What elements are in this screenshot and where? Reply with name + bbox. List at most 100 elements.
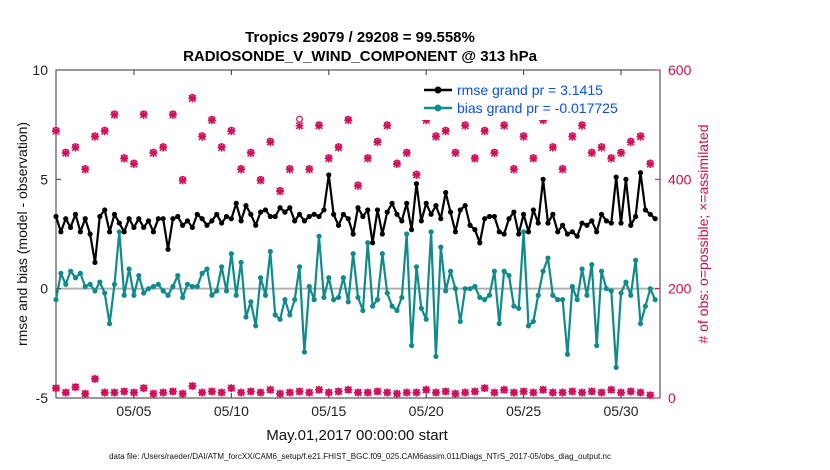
bias-point xyxy=(243,314,249,320)
rmse-point xyxy=(574,233,580,239)
rmse-point xyxy=(301,218,308,224)
rmse-point xyxy=(467,222,473,228)
obs-assimilated-marker-low xyxy=(500,385,509,394)
rmse-point xyxy=(248,211,254,217)
rmse-point xyxy=(370,240,376,246)
bias-point xyxy=(404,231,410,237)
obs-assimilated-marker xyxy=(52,127,60,136)
bias-point xyxy=(618,290,624,296)
bias-point xyxy=(521,229,527,235)
obs-assimilated-marker-low xyxy=(159,388,168,397)
rmse-point xyxy=(272,213,278,220)
obs-assimilated-marker-low xyxy=(354,388,362,397)
obs-assimilated-marker xyxy=(227,127,236,136)
rmse-point xyxy=(628,222,634,228)
obs-assimilated-marker xyxy=(597,143,606,152)
bias-point xyxy=(608,288,614,294)
chart-title: Tropics 29079 / 29208 = 99.558% xyxy=(245,29,475,46)
rmse-point xyxy=(618,220,624,226)
rmse-point xyxy=(287,205,293,211)
bias-point xyxy=(58,270,64,276)
rmse-point xyxy=(131,224,137,231)
bias-point xyxy=(452,286,459,292)
rmse-point xyxy=(219,220,225,226)
x-tick-label: 05/10 xyxy=(214,403,249,419)
bias-point xyxy=(219,264,225,270)
obs-assimilated-marker-low xyxy=(431,388,440,397)
obs-assimilated-marker-low xyxy=(305,388,314,397)
obs-assimilated-marker-low xyxy=(246,387,255,396)
rmse-point xyxy=(204,222,210,228)
rmse-point xyxy=(652,216,658,222)
rmse-point xyxy=(277,205,283,211)
rmse-point xyxy=(496,229,502,235)
obs-assimilated-marker xyxy=(539,116,548,125)
bias-point xyxy=(516,305,522,311)
bias-point xyxy=(540,268,546,274)
bias-point xyxy=(647,286,653,292)
y-tick-label: 5 xyxy=(40,171,48,187)
bias-point xyxy=(365,240,371,246)
obs-assimilated-marker-low xyxy=(149,389,158,398)
obs-assimilated-marker-low xyxy=(129,388,138,397)
obs-assimilated-marker xyxy=(334,143,343,152)
obs-assimilated-marker xyxy=(110,110,119,119)
rmse-point xyxy=(438,216,444,222)
rmse-point xyxy=(613,174,619,180)
obs-assimilated-marker-low xyxy=(52,384,60,393)
rmse-point xyxy=(443,189,449,196)
bias-point xyxy=(87,281,93,287)
obs-assimilated-marker-low xyxy=(519,387,528,396)
bias-point xyxy=(214,288,220,294)
rmse-point xyxy=(335,222,342,228)
rmse-point xyxy=(72,211,79,217)
bias-point xyxy=(584,292,590,298)
obs-assimilated-marker-low xyxy=(451,389,460,398)
bias-point xyxy=(335,294,342,301)
bias-point xyxy=(102,290,108,296)
obs-assimilated-marker xyxy=(451,149,460,158)
obs-assimilated-marker xyxy=(412,170,421,179)
bias-point xyxy=(555,297,561,303)
obs-assimilated-marker xyxy=(237,165,246,174)
rmse-point xyxy=(355,205,361,211)
obs-assimilated-marker xyxy=(578,121,587,130)
obs-assimilated-marker xyxy=(431,132,440,141)
rmse-point xyxy=(501,231,507,237)
bias-point xyxy=(360,307,366,314)
y-axis-label: rmse and bias (model - observation) xyxy=(14,122,30,346)
x-tick-label: 05/30 xyxy=(604,403,639,419)
obs-assimilated-marker-low xyxy=(470,387,479,396)
obs-assimilated-marker-low xyxy=(587,387,596,396)
obs-assimilated-marker xyxy=(519,132,528,141)
bias-point xyxy=(136,272,142,279)
bias-point xyxy=(150,283,157,290)
rmse-point xyxy=(282,209,288,215)
bias-point xyxy=(418,305,424,311)
rmse-point xyxy=(394,211,400,217)
obs-assimilated-marker xyxy=(90,132,99,141)
rmse-point xyxy=(87,231,93,237)
rmse-point xyxy=(170,216,176,222)
rmse-point xyxy=(594,229,600,235)
obs-assimilated-marker xyxy=(324,154,333,163)
rmse-point xyxy=(306,213,312,220)
rmse-point xyxy=(180,222,186,228)
bias-point xyxy=(301,349,308,355)
bias-point xyxy=(438,244,444,250)
bias-point xyxy=(535,292,541,298)
bias-point xyxy=(496,321,502,327)
bias-point xyxy=(559,297,566,303)
bias-point xyxy=(277,316,283,322)
obs-assimilated-marker-low xyxy=(412,388,421,397)
obs-assimilated-marker xyxy=(568,132,577,141)
obs-assimilated-marker-low xyxy=(373,387,382,396)
obs-assimilated-marker-low xyxy=(402,388,411,397)
rmse-point xyxy=(136,216,142,222)
bias-point xyxy=(331,297,337,303)
rmse-point xyxy=(184,218,191,224)
obs-assimilated-marker-low xyxy=(617,388,626,397)
rmse-point xyxy=(482,216,488,222)
y-right-tick-label: 0 xyxy=(668,390,676,406)
rmse-point xyxy=(511,209,517,215)
